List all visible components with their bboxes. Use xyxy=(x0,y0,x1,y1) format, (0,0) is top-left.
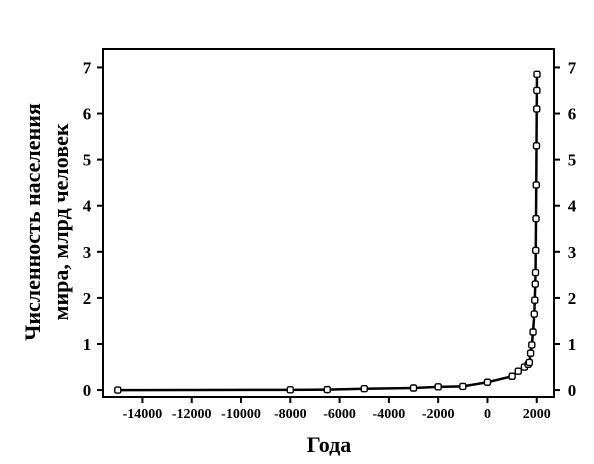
y-axis-title: Численность населения мира, млрд человек xyxy=(20,103,73,341)
data-point xyxy=(528,341,536,349)
data-point xyxy=(459,382,467,391)
x-tick-label: -8000 xyxy=(274,407,307,422)
data-point xyxy=(360,385,368,393)
data-point xyxy=(514,367,522,375)
data-point xyxy=(533,70,541,79)
y-tick-label-right: 4 xyxy=(568,197,577,216)
data-point xyxy=(114,386,122,394)
y-tick-label-right: 5 xyxy=(568,151,577,170)
data-point xyxy=(531,280,539,288)
x-tick-label: -2000 xyxy=(422,407,455,422)
y-axis-title-line-1: Численность населения xyxy=(20,103,45,341)
data-point xyxy=(323,385,331,394)
y-tick-label-left: 0 xyxy=(83,381,92,400)
data-point xyxy=(532,142,541,150)
y-tick-label-left: 2 xyxy=(83,289,92,308)
data-point xyxy=(526,349,535,357)
data-point xyxy=(529,328,537,336)
x-tick-label: -4000 xyxy=(373,407,406,422)
x-axis-ticks: -14000 -12000 -10000 -8000 -6000 -4000 -2000 0 2… xyxy=(123,397,551,422)
data-point xyxy=(434,383,442,391)
x-axis-title: Года xyxy=(307,432,352,457)
data-point xyxy=(532,246,540,255)
y-tick-label-right: 6 xyxy=(568,105,577,124)
plot-frame xyxy=(102,48,555,398)
x-tick-label: -10000 xyxy=(221,407,261,422)
data-point xyxy=(483,378,492,386)
y-tick-label-right: 3 xyxy=(568,243,577,262)
x-tick-label: -14000 xyxy=(123,407,163,422)
data-point xyxy=(531,296,539,304)
data-point xyxy=(532,181,540,189)
data-point xyxy=(533,105,541,113)
x-tick-label: 0 xyxy=(484,407,491,422)
x-tick-label: 2000 xyxy=(523,407,551,422)
y-tick-label-left: 5 xyxy=(83,151,92,170)
data-point xyxy=(286,386,295,394)
data-point xyxy=(533,86,541,95)
y-tick-label-left: 7 xyxy=(83,58,92,77)
data-point xyxy=(525,358,534,367)
data-point xyxy=(409,384,418,392)
y-axis-ticks: 0 0 1 1 2 2 3 3 4 4 5 5 6 6 7 7 xyxy=(83,58,577,400)
data-point xyxy=(508,372,516,380)
data-point xyxy=(531,268,540,277)
series-line xyxy=(117,74,539,392)
y-tick-label-right: 2 xyxy=(568,289,577,308)
y-tick-label-left: 3 xyxy=(83,243,92,262)
series-layer xyxy=(114,70,541,394)
data-point xyxy=(530,310,538,318)
y-tick-label-right: 1 xyxy=(568,335,577,354)
y-tick-label-right: 0 xyxy=(568,381,577,400)
data-point xyxy=(532,214,540,223)
y-tick-label-left: 6 xyxy=(83,105,92,124)
y-tick-label-left: 1 xyxy=(83,335,92,354)
y-tick-label-left: 4 xyxy=(83,197,92,216)
y-tick-label-right: 7 xyxy=(568,58,577,77)
y-axis-title-line-2: мира, млрд человек xyxy=(48,123,73,320)
x-tick-label: -12000 xyxy=(172,407,212,422)
x-tick-label: -6000 xyxy=(323,407,356,422)
